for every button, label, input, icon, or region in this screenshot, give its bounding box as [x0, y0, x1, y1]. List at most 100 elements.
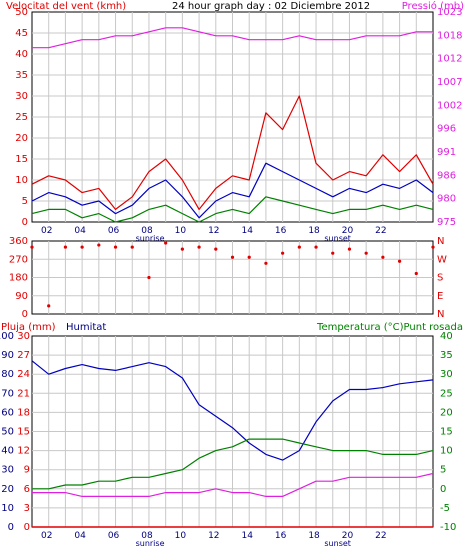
direction-point — [164, 241, 168, 245]
direction-point — [80, 245, 84, 249]
rain-ytick: 12 — [17, 446, 30, 457]
temperature-ytick-right: 15 — [440, 427, 453, 438]
direction-point — [414, 271, 418, 276]
direction-point — [247, 255, 251, 259]
temp-2-xtick-18: 18 — [308, 531, 320, 541]
humidity-ytick: 0 — [8, 522, 14, 533]
direction-point — [264, 261, 268, 265]
rain-axis-title: Pluja (mm) — [1, 322, 56, 333]
wind-0-xtick-10: 10 — [175, 226, 187, 236]
temp-2-xtick-06: 06 — [108, 531, 120, 541]
humidity-ytick: 90 — [1, 350, 14, 361]
wind-ytick: 25 — [15, 112, 28, 123]
rain-ytick: 21 — [17, 388, 30, 399]
direction-point — [113, 245, 118, 249]
wind-ytick: 15 — [15, 154, 28, 165]
pressure-ytick-right: 1012 — [437, 54, 462, 65]
wind-ytick: 30 — [15, 91, 28, 102]
temperature-ytick-right: 25 — [440, 388, 453, 399]
temperature-ytick-right: 35 — [440, 350, 453, 361]
wind-ytick: 50 — [15, 7, 28, 18]
rain-ytick: 9 — [24, 465, 30, 476]
rain-ytick: 27 — [17, 350, 30, 361]
temperature-ytick-right: 20 — [440, 407, 453, 418]
direction-point — [431, 245, 435, 249]
humidity-ytick: 30 — [1, 465, 14, 476]
direction-point — [347, 247, 352, 251]
wind-average-line — [31, 162, 434, 219]
pressure-ytick-right: 991 — [437, 147, 456, 158]
direction-point — [397, 259, 402, 263]
direction-ytick: 180 — [9, 273, 28, 284]
direction-ytick-right: E — [437, 291, 443, 302]
rain-ytick: 3 — [24, 503, 30, 514]
temperature-ytick-right: -10 — [440, 522, 456, 533]
temperature-ytick-right: 10 — [440, 446, 453, 457]
rain-ytick: 0 — [24, 522, 30, 533]
direction-point — [281, 251, 285, 255]
wind-min-line — [31, 196, 434, 223]
wind-gust-line — [31, 95, 434, 210]
temp-2-xtick-10: 10 — [175, 531, 187, 541]
direction-point — [180, 247, 184, 251]
temp-2-xtick-22: 22 — [375, 531, 386, 541]
humidity-ytick: 70 — [1, 388, 14, 399]
direction-ytick: 270 — [9, 254, 28, 265]
wind-0-xtick-16: 16 — [275, 226, 287, 236]
pressure-ytick-right: 986 — [437, 170, 456, 181]
direction-point — [47, 304, 51, 308]
wind-ytick: 0 — [22, 217, 28, 228]
direction-point — [331, 251, 335, 255]
temp-2-sunrise-label: sunrise — [136, 539, 165, 548]
temp-2-xtick-12: 12 — [208, 531, 219, 541]
wind-0-xtick-14: 14 — [241, 226, 253, 236]
humidity-ytick: 60 — [1, 407, 14, 418]
rain-ytick: 18 — [17, 407, 30, 418]
wind-0-xtick-12: 12 — [208, 226, 219, 236]
pressure-ytick-right: 980 — [437, 194, 456, 205]
wind-0-xtick-04: 04 — [74, 226, 86, 236]
temperature-ytick-right: 30 — [440, 369, 453, 380]
direction-ytick-right: S — [437, 273, 443, 284]
temp-2-xtick-16: 16 — [275, 531, 287, 541]
direction-ytick: 360 — [9, 236, 28, 247]
humidity-line — [31, 360, 434, 461]
humidity-ytick: 80 — [1, 369, 14, 380]
wind-0-sunrise-label: sunrise — [136, 234, 165, 243]
wind-0-sunset-label: sunset — [324, 234, 351, 243]
direction-point — [130, 245, 134, 249]
wind-0-xtick-18: 18 — [308, 226, 320, 236]
pressure-ytick-right: 1007 — [437, 77, 462, 88]
direction-ytick: 0 — [22, 309, 28, 320]
wind-ytick: 35 — [15, 70, 28, 81]
pressure-ytick-right: 1018 — [437, 30, 462, 41]
temp-2-sunset-label: sunset — [324, 539, 351, 548]
direction-point — [214, 247, 218, 251]
wind-0-xtick-22: 22 — [375, 226, 386, 236]
direction-point — [297, 245, 301, 249]
temperature-ytick-right: 40 — [440, 331, 453, 342]
direction-point — [314, 245, 318, 249]
direction-point — [197, 245, 201, 249]
humidity-ytick: 50 — [1, 427, 14, 438]
dewpoint-line — [32, 472, 434, 497]
humidity-ytick: 100 — [0, 331, 14, 342]
pressure-line — [32, 27, 433, 49]
wind-ytick: 40 — [15, 49, 28, 60]
wind-ytick: 10 — [15, 175, 28, 186]
wind-ytick: 45 — [15, 28, 28, 39]
rain-ytick: 6 — [24, 484, 30, 495]
wind-axis-title: Velocitat del vent (kmh) — [6, 1, 126, 12]
temp-2-xtick-04: 04 — [74, 531, 86, 541]
temperature-line — [32, 438, 434, 490]
humidity-axis-title: Humitat — [66, 322, 106, 333]
direction-point — [30, 245, 34, 249]
temperature-ytick-right: 5 — [440, 465, 446, 476]
wind-ytick: 5 — [22, 196, 28, 207]
pressure-ytick-right: 1023 — [437, 7, 462, 18]
rain-ytick: 15 — [17, 427, 30, 438]
pressure-ytick-right: 1002 — [437, 100, 462, 111]
direction-point — [364, 251, 368, 255]
